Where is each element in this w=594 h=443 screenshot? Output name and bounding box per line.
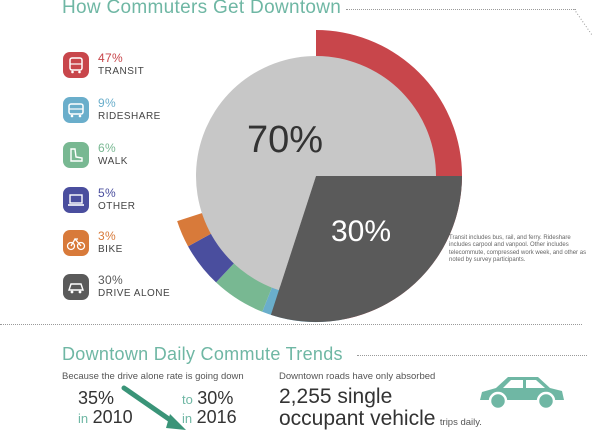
from-in: in — [78, 411, 89, 426]
vehicles-line: occupant vehicle trips daily. — [279, 407, 482, 431]
bike-icon — [63, 230, 89, 256]
legend-label: WALK — [98, 156, 128, 167]
divider-decoration — [573, 9, 593, 36]
inner-big-label: 70% — [247, 119, 323, 161]
trend-down-arrow-icon — [121, 385, 186, 430]
legend-item-walk: 6% WALK — [62, 141, 212, 175]
car-icon — [63, 97, 89, 123]
to-word: to — [182, 392, 193, 407]
footnote: Transit includes bus, rail, and ferry. R… — [449, 235, 587, 264]
to-pct: 30% — [197, 388, 234, 408]
ring-slice-other — [188, 231, 237, 283]
laptop-icon — [63, 187, 89, 213]
inner-slice-small — [270, 176, 462, 322]
legend-pct: 47% — [98, 51, 123, 65]
inner-small-label: 30% — [331, 215, 391, 248]
legend-label: TRANSIT — [98, 66, 145, 77]
to-in: in — [182, 411, 193, 426]
legend-pct: 6% — [98, 141, 116, 155]
walk-icon — [63, 142, 89, 168]
bus-icon — [63, 52, 89, 78]
car-icon — [480, 377, 564, 411]
legend-label: BIKE — [98, 244, 123, 255]
left-caption: Because the drive alone rate is going do… — [62, 371, 244, 382]
legend-label: OTHER — [98, 201, 136, 212]
vehicles-count: 2,255 single — [279, 385, 393, 408]
commute-pie-chart: 70% 30% — [177, 30, 463, 322]
inner-slice-big — [196, 55, 436, 291]
legend-pct: 30% — [98, 273, 123, 287]
page-title: How Commuters Get Downtown — [62, 0, 342, 18]
legend-label: RIDESHARE — [98, 111, 161, 122]
legend-item-transit: 47% TRANSIT — [62, 51, 212, 85]
legend-pct: 5% — [98, 186, 116, 200]
from-pct: 35% — [78, 388, 115, 408]
legend-item-drive-alone: 30% DRIVE ALONE — [62, 273, 212, 307]
legend-pct: 9% — [98, 96, 116, 110]
section-divider — [0, 324, 582, 325]
legend-pct: 3% — [98, 229, 116, 243]
legend-item-bike: 3% BIKE — [62, 229, 212, 263]
car-icon — [63, 274, 89, 300]
ring-slice-walk — [216, 260, 274, 312]
to-pct-line: to 30% — [182, 388, 233, 409]
from-year: 2010 — [92, 407, 133, 427]
legend-label: DRIVE ALONE — [98, 288, 171, 299]
from-year-line: in 2010 — [78, 407, 133, 428]
vehicles-line2: occupant vehicle — [279, 407, 436, 430]
right-caption: Downtown roads have only absorbed — [279, 371, 436, 382]
trends-title: Downtown Daily Commute Trends — [62, 344, 343, 364]
trips-daily: trips daily. — [439, 417, 482, 428]
to-year-line: in 2016 — [182, 407, 237, 428]
to-year: 2016 — [196, 407, 237, 427]
trends-title-divider — [357, 355, 587, 356]
legend-item-rideshare: 9% RIDESHARE — [62, 96, 212, 130]
title-divider — [346, 9, 576, 10]
legend-item-other: 5% OTHER — [62, 186, 212, 220]
